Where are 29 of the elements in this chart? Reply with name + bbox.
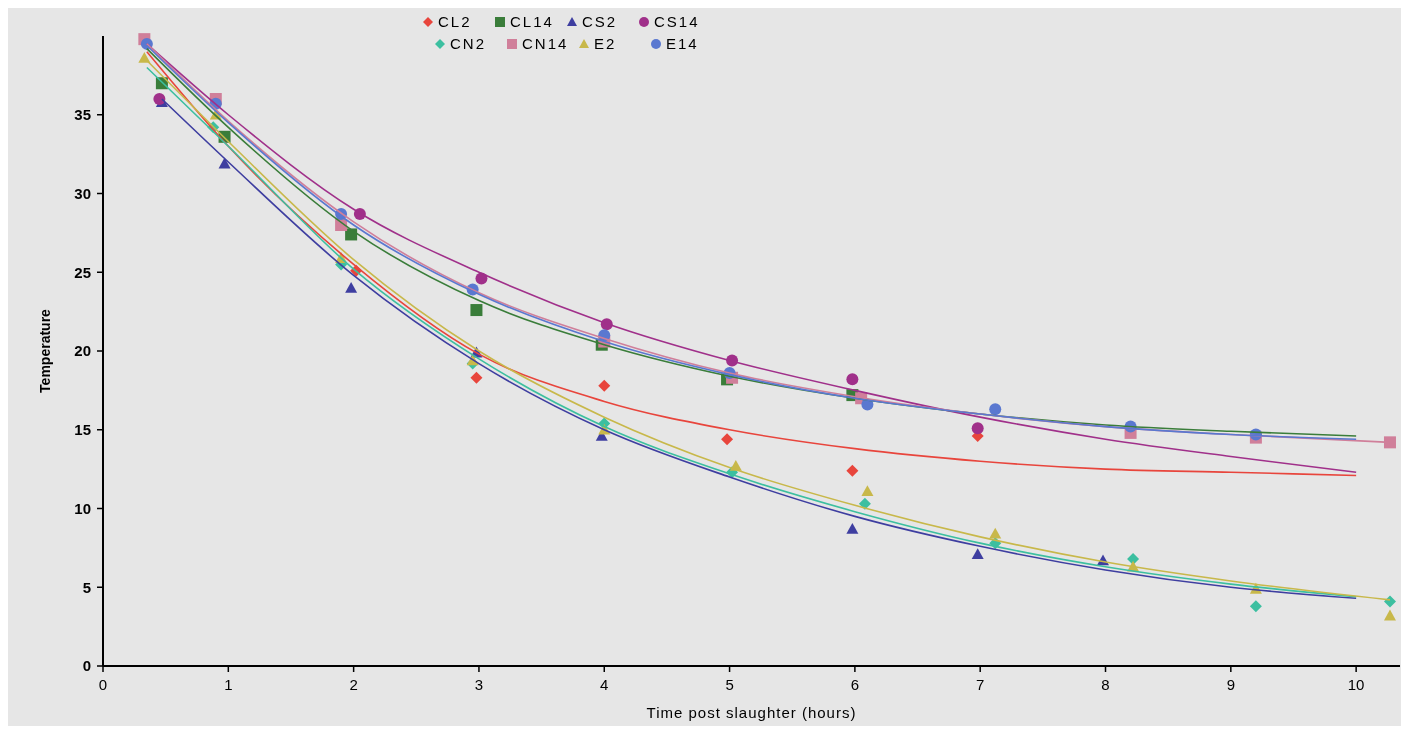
y-tick-label: 35 <box>74 106 91 123</box>
y-tick-label: 5 <box>82 578 91 596</box>
x-axis-title: Time post slaughter (hours) <box>646 704 857 721</box>
legend-label: CN14 <box>522 35 569 53</box>
x-tick-label: 1 <box>224 676 233 693</box>
x-tick-label: 6 <box>850 676 860 693</box>
y-tick-label: 0 <box>82 657 91 675</box>
x-tick-label: 3 <box>474 676 484 693</box>
y-tick-label: 25 <box>74 263 91 281</box>
x-tick-label: 8 <box>1101 676 1110 693</box>
legend-label: E14 <box>666 35 699 53</box>
x-tick-label: 7 <box>976 676 985 693</box>
legend-label: CL14 <box>510 13 554 31</box>
legend-label: CS14 <box>654 13 700 31</box>
legend-label: CN2 <box>450 35 487 53</box>
y-tick-label: 15 <box>74 421 91 438</box>
legend-label: CL2 <box>438 13 472 31</box>
x-tick-label: 5 <box>725 676 734 693</box>
x-tick-label: 4 <box>600 676 609 693</box>
legend-label: E2 <box>594 35 617 53</box>
x-tick-label: 0 <box>98 676 108 693</box>
x-tick-label: 10 <box>1347 676 1365 693</box>
y-tick-label: 20 <box>74 342 91 360</box>
x-tick-label: 9 <box>1226 676 1235 693</box>
y-tick-label: 30 <box>74 184 91 202</box>
x-tick-label: 2 <box>349 676 358 693</box>
y-tick-label: 10 <box>74 499 91 517</box>
y-axis-title: Temperature <box>37 308 53 393</box>
legend-label: CS2 <box>582 13 618 31</box>
